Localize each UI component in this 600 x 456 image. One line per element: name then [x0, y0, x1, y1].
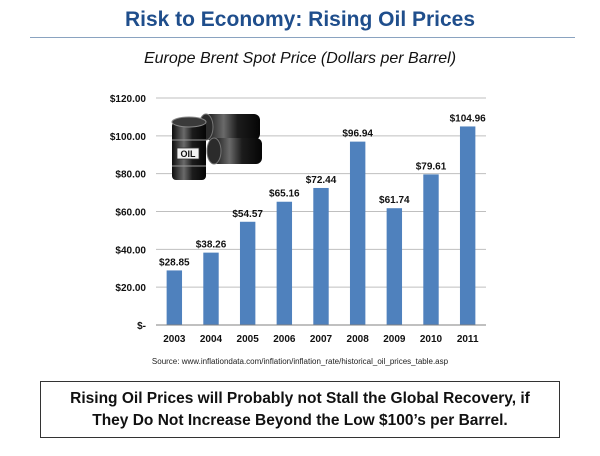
callout-text: Rising Oil Prices will Probably not Stal…	[70, 389, 530, 429]
brent-price-chart: $- $20.00 $40.00 $60.00 $80.00 $100.00 $120.00…	[110, 94, 486, 345]
x-tick-label: 2007	[310, 334, 333, 345]
y-tick-label: $120.00	[110, 94, 147, 105]
x-tick-label: 2008	[347, 334, 370, 345]
x-tick-label: 2010	[420, 334, 443, 345]
data-label-2009: $61.74	[379, 195, 410, 206]
bar-2003	[166, 270, 183, 325]
y-tick-label: $80.00	[115, 170, 146, 181]
bar-2007	[313, 187, 329, 325]
data-label-2004: $38.26	[196, 240, 227, 251]
oil-barrels-icon: OIL	[171, 113, 262, 180]
y-tick-label: $20.00	[115, 283, 146, 294]
bar-2010	[423, 174, 439, 325]
data-label-2007: $72.44	[306, 175, 337, 186]
data-label-2011: $104.96	[450, 113, 487, 124]
bar-2009	[386, 208, 403, 325]
callout-box: Rising Oil Prices will Probably not Stal…	[40, 381, 560, 438]
source-note: Source: www.inflationdata.com/inflation/…	[151, 357, 449, 366]
barrel-label: OIL	[181, 149, 197, 159]
x-tick-label: 2004	[200, 334, 223, 345]
data-label-2008: $96.94	[342, 129, 373, 140]
x-axis-tick-labels: 2003 2004 2005 2006 2007 2008 2009 2010 2011	[163, 334, 479, 345]
y-tick-label: $40.00	[115, 245, 146, 256]
y-tick-label: $60.00	[115, 208, 146, 219]
bar-2006	[276, 201, 293, 325]
y-tick-label: $100.00	[110, 132, 147, 143]
data-label-2003: $28.85	[159, 257, 190, 268]
title-divider	[30, 37, 575, 38]
x-tick-label: 2003	[163, 334, 186, 345]
y-axis-tick-labels: $- $20.00 $40.00 $60.00 $80.00 $100.00 $120.00	[110, 94, 147, 332]
data-label-2010: $79.61	[416, 161, 447, 172]
x-tick-label: 2005	[237, 334, 260, 345]
bars	[166, 126, 476, 325]
x-tick-label: 2011	[457, 334, 479, 345]
x-tick-label: 2006	[273, 334, 296, 345]
bar-2011	[459, 126, 476, 325]
slide-title: Risk to Economy: Rising Oil Prices	[124, 8, 476, 31]
bar-2008	[349, 141, 366, 325]
x-tick-label: 2009	[383, 334, 406, 345]
bar-2005	[239, 221, 256, 325]
y-tick-label: $-	[137, 321, 146, 332]
bar-2004	[203, 252, 219, 325]
data-label-2006: $65.16	[269, 189, 300, 200]
chart-title: Europe Brent Spot Price (Dollars per Bar…	[143, 50, 457, 67]
data-label-2005: $54.57	[232, 209, 263, 220]
data-labels: $28.85 $38.26 $54.57 $65.16 $72.44 $96.94 $61.…	[159, 113, 486, 268]
